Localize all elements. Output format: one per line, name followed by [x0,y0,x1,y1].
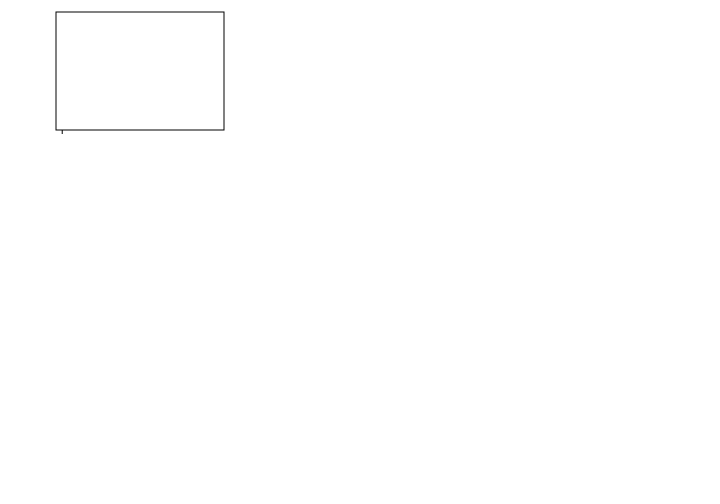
plot-frame [56,12,224,130]
chart-grid [0,0,720,504]
